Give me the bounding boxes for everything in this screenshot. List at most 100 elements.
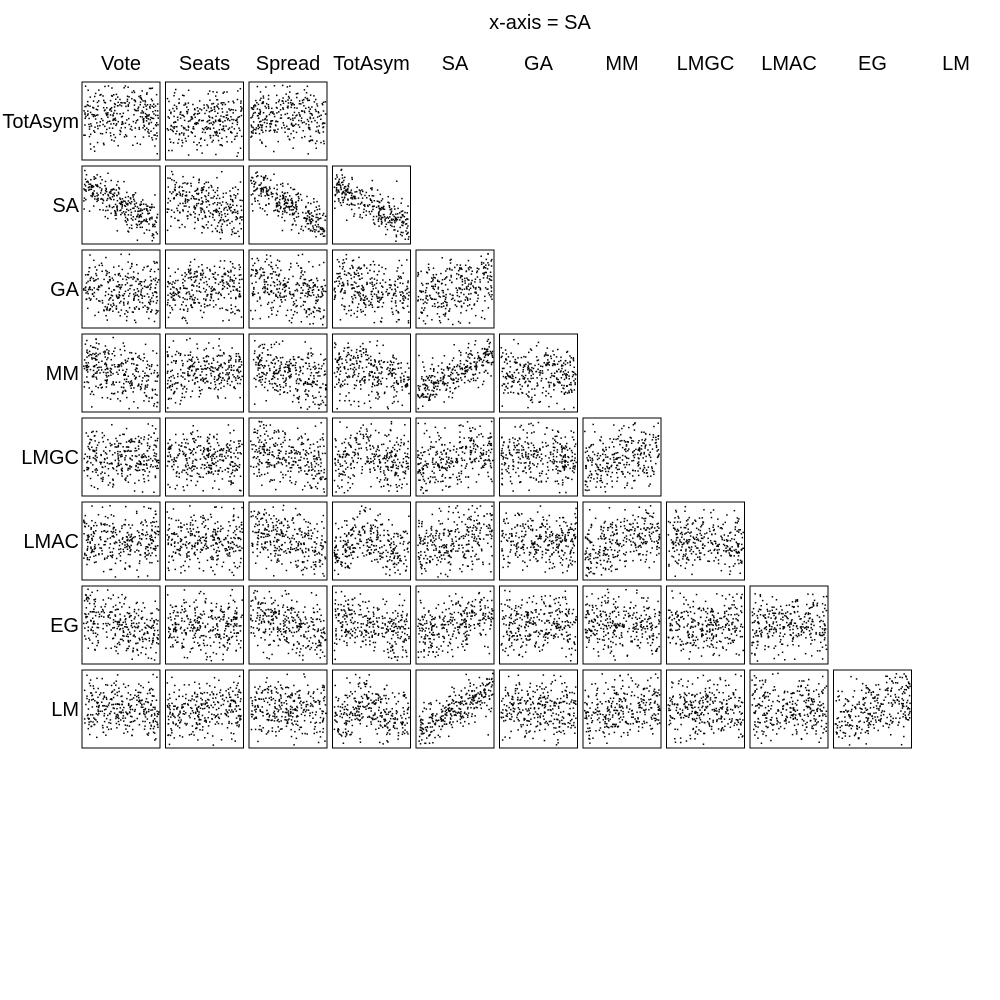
data-point (340, 277, 342, 280)
data-point (209, 387, 212, 390)
data-point (351, 178, 354, 181)
data-point (203, 107, 205, 109)
data-point (313, 316, 316, 318)
data-point (181, 223, 183, 226)
data-point (151, 233, 154, 235)
data-point (381, 198, 384, 200)
data-point (343, 270, 346, 272)
data-point (203, 139, 206, 141)
data-point (460, 312, 462, 314)
data-point (202, 287, 205, 290)
data-point (304, 390, 306, 393)
data-point (312, 215, 315, 218)
data-point (320, 141, 322, 144)
data-point (466, 370, 468, 373)
data-point (234, 209, 236, 211)
data-point (203, 211, 206, 214)
data-point (251, 257, 253, 260)
data-point (437, 293, 440, 295)
data-point (209, 212, 212, 214)
data-point (194, 377, 197, 380)
data-point (334, 358, 337, 360)
data-point (355, 362, 358, 365)
data-point (124, 275, 127, 277)
data-point (151, 388, 154, 391)
data-point (140, 293, 142, 295)
data-point (347, 342, 349, 344)
data-point (295, 224, 297, 226)
data-point (210, 372, 212, 375)
data-point (127, 381, 130, 383)
data-point (474, 340, 477, 342)
data-point (295, 382, 298, 385)
data-point (461, 368, 464, 371)
data-point (187, 371, 189, 373)
data-point (390, 212, 392, 214)
data-point (113, 392, 116, 395)
data-point (310, 372, 313, 374)
data-point (292, 188, 294, 191)
data-point (142, 199, 144, 201)
data-point (312, 265, 314, 268)
data-point (395, 321, 398, 323)
data-point (400, 210, 403, 213)
data-point (124, 126, 126, 129)
data-point (341, 174, 344, 176)
data-point (181, 392, 184, 395)
data-point (365, 366, 368, 368)
data-point (126, 98, 129, 101)
data-point (239, 87, 242, 90)
data-point (218, 128, 221, 131)
data-point (97, 311, 100, 313)
data-point (375, 282, 378, 285)
data-point (442, 380, 444, 383)
data-point (351, 301, 354, 304)
data-point (316, 300, 319, 303)
data-point (87, 89, 89, 91)
data-point (397, 400, 399, 403)
data-point (94, 353, 96, 356)
data-point (255, 128, 257, 131)
data-point (204, 367, 207, 370)
data-point (173, 211, 175, 214)
data-point (174, 292, 176, 295)
data-point (110, 368, 113, 370)
data-point (130, 387, 132, 389)
data-point (113, 289, 116, 291)
data-point (93, 365, 96, 367)
data-point (394, 221, 396, 224)
data-point (213, 370, 215, 373)
data-point (391, 375, 393, 377)
data-point (225, 373, 227, 376)
data-point (428, 397, 431, 400)
data-point (254, 111, 256, 114)
data-point (313, 228, 315, 231)
data-point (94, 198, 96, 200)
data-point (256, 188, 258, 190)
data-point (490, 285, 492, 287)
data-point (396, 391, 398, 393)
data-point (176, 350, 178, 353)
data-point (124, 214, 126, 216)
data-point (312, 380, 314, 382)
data-point (150, 283, 152, 285)
data-point (172, 392, 175, 395)
data-point (96, 114, 99, 116)
data-point (184, 102, 187, 105)
data-point (377, 306, 380, 308)
data-point (284, 198, 286, 200)
data-point (154, 262, 156, 264)
data-point (306, 295, 309, 298)
data-point (381, 293, 384, 296)
data-point (320, 114, 322, 116)
data-point (232, 109, 234, 111)
data-point (130, 211, 133, 214)
data-point (112, 393, 115, 395)
data-point (354, 197, 356, 199)
data-point (123, 136, 126, 138)
data-point (392, 313, 394, 316)
data-point (192, 211, 195, 213)
data-point (218, 132, 221, 134)
data-point (123, 304, 125, 306)
data-point (348, 305, 351, 307)
